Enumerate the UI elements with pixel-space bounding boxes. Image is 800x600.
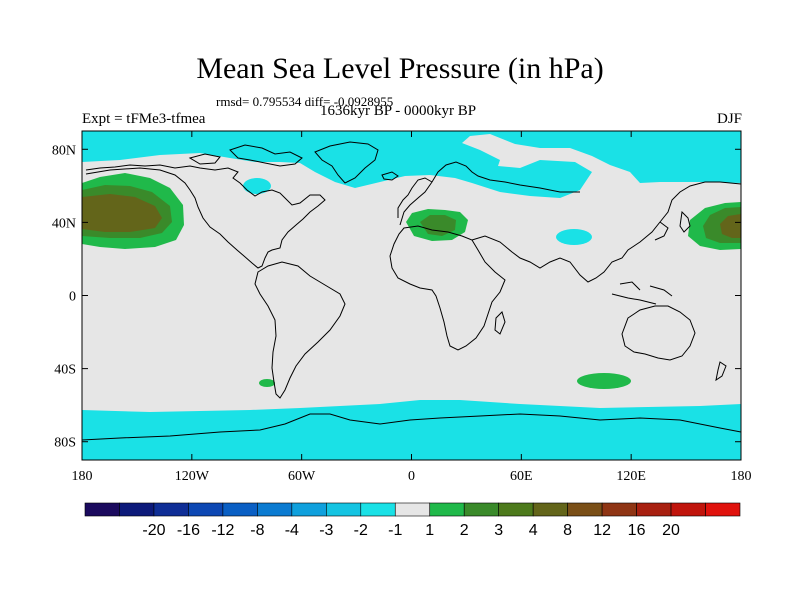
colorbar-swatch — [84, 502, 120, 517]
japan-coast — [679, 210, 691, 233]
europe-coast — [397, 161, 580, 226]
colorbar-swatch — [360, 502, 396, 517]
colorbar-label: 3 — [494, 522, 503, 539]
colorbar-swatch — [670, 502, 706, 517]
arctic-islands-coast — [188, 144, 303, 167]
colorbar-label: 8 — [563, 522, 572, 539]
central-asia-low-region — [556, 229, 592, 245]
indian-ocean-high-region — [577, 373, 631, 389]
colorbar-swatch — [119, 502, 155, 517]
lon-tick-label: 180 — [72, 469, 93, 484]
coastlines — [82, 141, 741, 441]
season-label: DJF — [716, 111, 742, 127]
colorbar-label: 4 — [529, 522, 538, 539]
colorbar-label: 20 — [662, 522, 680, 539]
antarctica-coast — [82, 413, 741, 441]
colorbar-label: -1 — [388, 522, 402, 539]
experiment-label: Expt = tFMe3-tfmea — [82, 111, 206, 127]
south-america-coast — [254, 261, 346, 399]
greenland-coast — [314, 141, 379, 184]
lon-tick-label: 180 — [731, 469, 752, 484]
asia-coast — [471, 181, 741, 283]
stats-text: rmsd= 0.795534 diff= -0.0928955 — [216, 94, 394, 109]
patagonia-high-region — [259, 379, 275, 387]
colorbar: -20 -16 -12 -8 -4 -3 -2 -1 1 2 3 4 8 12 16 20 — [84, 502, 741, 539]
axis-ticks: 180 120W 60W 0 60E 120E 180 80N 40N 0 40S 80S — [52, 131, 752, 484]
colorbar-swatch — [188, 502, 224, 517]
colorbar-label: -3 — [319, 522, 333, 539]
colorbar-swatch — [291, 502, 327, 517]
colorbar-label: -2 — [354, 522, 368, 539]
colorbar-label: 12 — [593, 522, 611, 539]
colorbar-swatch — [153, 502, 189, 517]
colorbar-swatch — [394, 502, 431, 517]
colorbar-swatch — [326, 502, 362, 517]
iceland-coast — [381, 171, 399, 181]
colorbar-swatch — [498, 502, 534, 517]
colorbar-label: 1 — [425, 522, 434, 539]
lat-tick-label: 80N — [52, 143, 76, 158]
arctic-low-region — [82, 131, 741, 198]
hudson-low-region — [243, 178, 271, 194]
lon-tick-label: 120W — [175, 469, 210, 484]
lat-tick-label: 40N — [52, 216, 76, 231]
lat-tick-label: 40S — [54, 363, 76, 378]
colorbar-label: 2 — [460, 522, 469, 539]
mediterranean-high-core — [420, 215, 456, 236]
colorbar-label: -4 — [285, 522, 299, 539]
new-zealand-coast — [715, 361, 727, 382]
lon-tick-label: 120E — [616, 469, 646, 484]
colorbar-swatch — [429, 502, 465, 517]
lon-tick-label: 60E — [510, 469, 533, 484]
period-label: 1636kyr BP - 0000kyr BP — [320, 103, 477, 119]
west-pacific-high-core — [720, 214, 741, 238]
colorbar-label: 16 — [628, 522, 646, 539]
colorbar-swatch — [567, 502, 603, 517]
colorbar-swatch — [463, 502, 499, 517]
colorbar-swatch — [532, 502, 568, 517]
lat-tick-label: 0 — [69, 290, 76, 305]
colorbar-swatch — [222, 502, 258, 517]
colorbar-label: -12 — [211, 522, 234, 539]
colorbar-label: -16 — [177, 522, 200, 539]
colorbar-swatch — [601, 502, 637, 517]
australia-coast — [621, 305, 696, 361]
lon-tick-label: 0 — [408, 469, 415, 484]
map-field — [82, 131, 741, 460]
southern-ocean-low-region — [82, 400, 741, 460]
indonesia-coast — [611, 281, 673, 305]
colorbar-swatch — [636, 502, 672, 517]
colorbar-swatch — [705, 502, 741, 517]
colorbar-label: -20 — [142, 522, 165, 539]
north-pacific-high-core — [82, 194, 162, 232]
lon-tick-label: 60W — [288, 469, 316, 484]
plot-title: Mean Sea Level Pressure (in hPa) — [196, 52, 604, 85]
madagascar-coast — [494, 311, 506, 335]
colorbar-swatch — [257, 502, 293, 517]
lat-tick-label: 80S — [54, 436, 76, 451]
colorbar-label: -8 — [250, 522, 264, 539]
north-america-coast — [85, 164, 326, 269]
